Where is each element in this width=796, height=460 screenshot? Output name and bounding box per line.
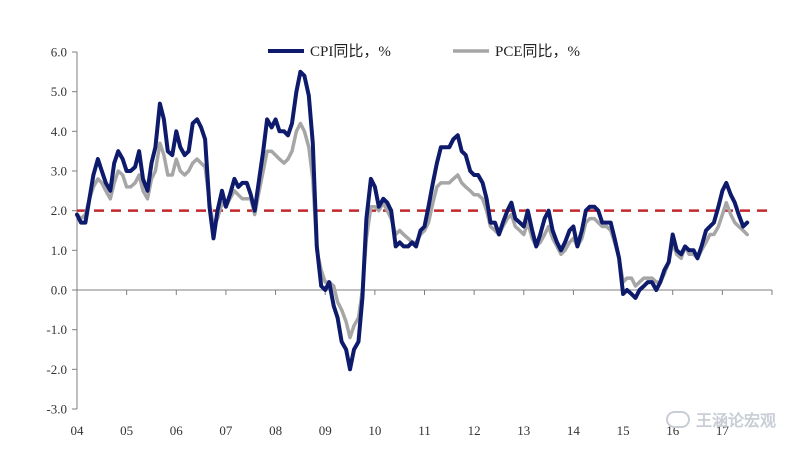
y-tick-label: -1.0 bbox=[46, 322, 67, 337]
y-tick-label: -3.0 bbox=[46, 402, 67, 417]
y-tick-label: -2.0 bbox=[46, 362, 67, 377]
pce-series-line bbox=[75, 121, 749, 340]
x-tick-label: 15 bbox=[617, 423, 630, 438]
cpi-series-line bbox=[75, 69, 750, 372]
y-tick-label: 3.0 bbox=[51, 164, 67, 179]
x-tick-label: 09 bbox=[319, 423, 332, 438]
y-tick-label: 5.0 bbox=[51, 84, 67, 99]
x-tick-label: 07 bbox=[219, 423, 233, 438]
x-tick-label: 14 bbox=[567, 423, 581, 438]
watermark: 王涵论宏观 bbox=[665, 407, 776, 431]
y-tick-label: 6.0 bbox=[51, 45, 67, 60]
watermark-text: 王涵论宏观 bbox=[695, 411, 776, 430]
series-group bbox=[75, 69, 750, 372]
y-tick-label: 0.0 bbox=[51, 283, 67, 298]
legend-label: CPI同比，% bbox=[310, 43, 391, 60]
legend-label: PCE同比，% bbox=[495, 43, 580, 60]
x-tick-label: 11 bbox=[418, 423, 431, 438]
y-tick-label: 2.0 bbox=[51, 203, 67, 218]
x-tick-label: 08 bbox=[269, 423, 282, 438]
x-tick-label: 06 bbox=[170, 423, 184, 438]
x-tick-label: 13 bbox=[517, 423, 530, 438]
x-tick-label: 12 bbox=[468, 423, 481, 438]
y-tick-label: 4.0 bbox=[51, 124, 67, 139]
x-tick-label: 05 bbox=[120, 423, 133, 438]
wechat-icon bbox=[665, 410, 690, 428]
x-tick-label: 04 bbox=[71, 423, 85, 438]
y-tick-label: 1.0 bbox=[51, 243, 67, 258]
axes: 6.0 5.0 4.0 3.0 2.0 1.0 0.0 -1.0 -2.0 -3.0 04 05 06 0… bbox=[46, 45, 773, 438]
x-tick-label: 10 bbox=[368, 423, 381, 438]
legend: CPI同比，% PCE同比，% bbox=[268, 43, 580, 60]
x-tick-label: 17 bbox=[716, 423, 730, 438]
